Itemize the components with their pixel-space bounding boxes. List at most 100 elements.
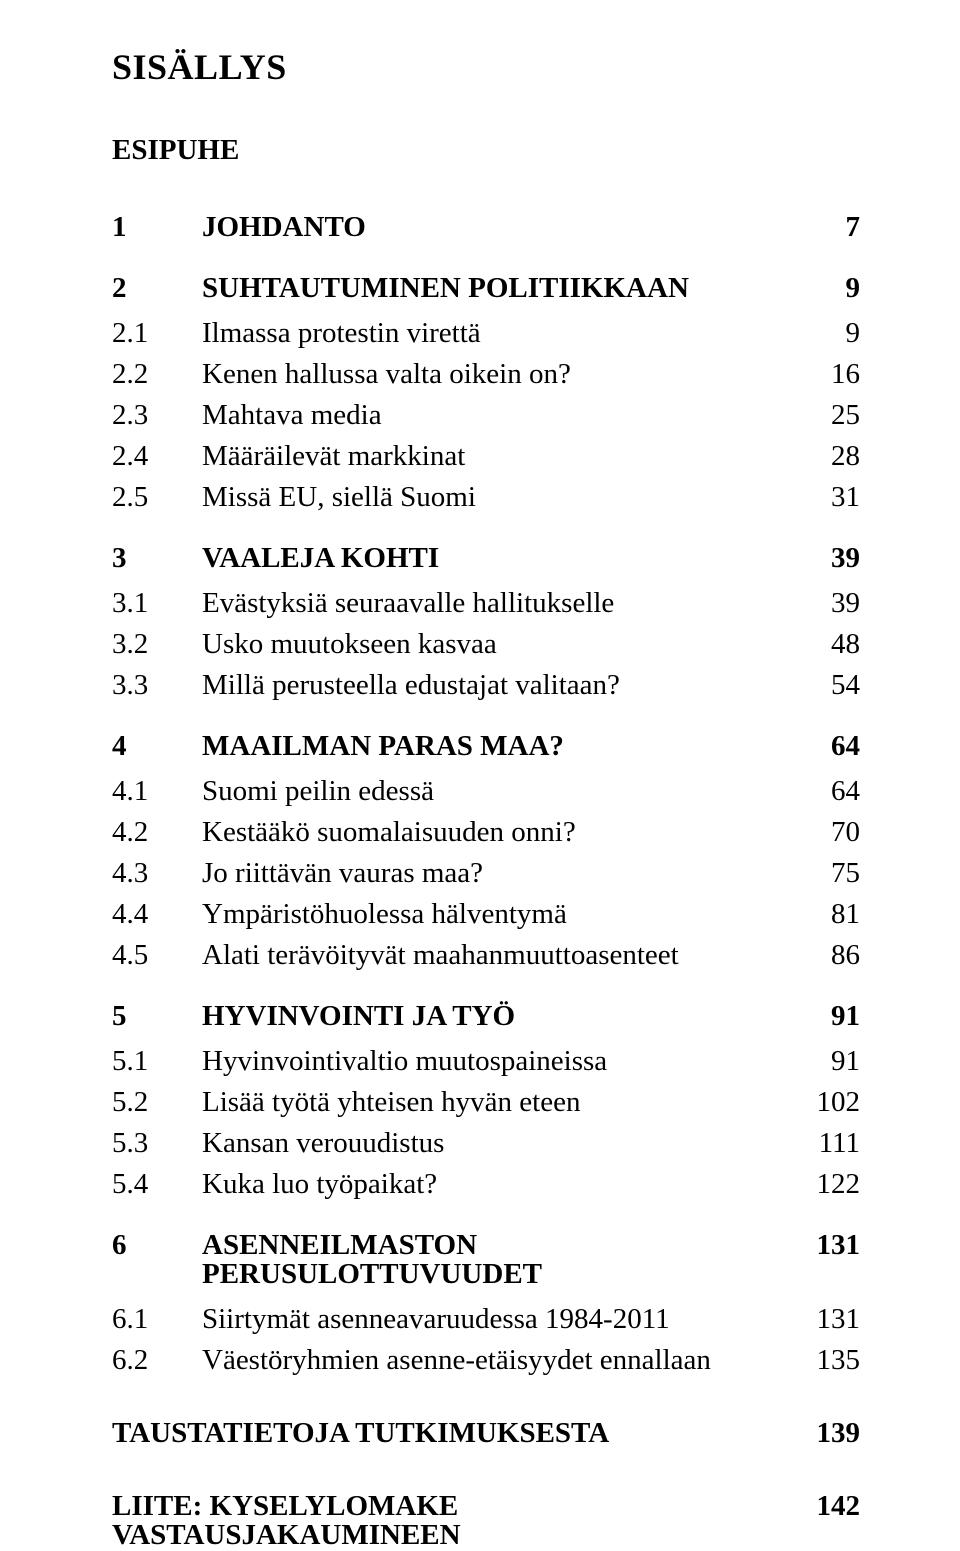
toc-entry-number: 5.1 bbox=[112, 1047, 202, 1076]
toc-entry-page: 39 bbox=[790, 544, 860, 573]
toc-entry-number: 4.5 bbox=[112, 941, 202, 970]
toc-entry-number: 2.2 bbox=[112, 360, 202, 389]
toc-entry-label: Mahtava media bbox=[202, 401, 790, 430]
toc-sub-row: 2.1Ilmassa protestin virettä9 bbox=[112, 319, 860, 348]
toc-entry-page: 102 bbox=[790, 1088, 860, 1117]
preface-heading: ESIPUHE bbox=[112, 134, 860, 167]
toc-chapter-row: 2SUHTAUTUMINEN POLITIIKKAAN9 bbox=[112, 274, 860, 303]
toc-entry-label: Suomi peilin edessä bbox=[202, 777, 790, 806]
toc-entry-label: Siirtymät asenneavaruudessa 1984-2011 bbox=[202, 1305, 790, 1334]
toc-sub-row: 3.2Usko muutokseen kasvaa48 bbox=[112, 630, 860, 659]
toc-entry-number: 3.3 bbox=[112, 671, 202, 700]
toc-sub-row: 4.2Kestääkö suomalaisuuden onni?70 bbox=[112, 818, 860, 847]
toc-entry-number: 2.1 bbox=[112, 319, 202, 348]
toc-sub-row: 5.3Kansan verouudistus111 bbox=[112, 1129, 860, 1158]
toc-entry-page: 25 bbox=[790, 401, 860, 430]
toc-entry-number: 4.3 bbox=[112, 859, 202, 888]
toc-entry-page: 70 bbox=[790, 818, 860, 847]
toc-chapter-row: 5HYVINVOINTI JA TYÖ91 bbox=[112, 1002, 860, 1031]
toc-entry-number: 4.1 bbox=[112, 777, 202, 806]
toc-entry-label: Kuka luo työpaikat? bbox=[202, 1170, 790, 1199]
toc-entry-number: 5.2 bbox=[112, 1088, 202, 1117]
toc-entry-label: Kestääkö suomalaisuuden onni? bbox=[202, 818, 790, 847]
toc-entry-label: SUHTAUTUMINEN POLITIIKKAAN bbox=[202, 274, 790, 303]
toc-sub-row: 3.3Millä perusteella edustajat valitaan?… bbox=[112, 671, 860, 700]
toc-entry-label: Millä perusteella edustajat valitaan? bbox=[202, 671, 790, 700]
toc-entry-page: 111 bbox=[790, 1129, 860, 1158]
toc-entry-page: 28 bbox=[790, 442, 860, 471]
toc-entry-number: 6.1 bbox=[112, 1305, 202, 1334]
toc-entry-label: Ympäristöhuolessa hälventymä bbox=[202, 900, 790, 929]
toc-entry-number: 4.2 bbox=[112, 818, 202, 847]
toc-entry-label: VAALEJA KOHTI bbox=[202, 544, 790, 573]
toc-chapter-row: 4MAAILMAN PARAS MAA?64 bbox=[112, 732, 860, 761]
toc-sub-row: 4.4Ympäristöhuolessa hälventymä81 bbox=[112, 900, 860, 929]
toc-entry-page: 131 bbox=[790, 1305, 860, 1334]
toc-entry-label: Väestöryhmien asenne-etäisyydet ennallaa… bbox=[202, 1346, 790, 1375]
toc-entry-number: 2.5 bbox=[112, 483, 202, 512]
toc-sub-row: 4.3Jo riittävän vauras maa?75 bbox=[112, 859, 860, 888]
toc-chapter-row: 6ASENNEILMASTON PERUSULOTTUVUUDET131 bbox=[112, 1231, 860, 1289]
toc-entry-page: 139 bbox=[790, 1419, 860, 1448]
table-of-contents: 1JOHDANTO72SUHTAUTUMINEN POLITIIKKAAN92.… bbox=[112, 213, 860, 1375]
toc-entry-label: JOHDANTO bbox=[202, 213, 790, 242]
toc-sub-row: 5.4Kuka luo työpaikat?122 bbox=[112, 1170, 860, 1199]
toc-entry-number: 3 bbox=[112, 544, 202, 573]
toc-sub-row: 5.1Hyvinvointivaltio muutospaineissa91 bbox=[112, 1047, 860, 1076]
toc-entry-number: 6.2 bbox=[112, 1346, 202, 1375]
toc-entry-number: 3.1 bbox=[112, 589, 202, 618]
toc-entry-label: Kansan verouudistus bbox=[202, 1129, 790, 1158]
toc-entry-number: 5.3 bbox=[112, 1129, 202, 1158]
toc-entry-number: 6 bbox=[112, 1231, 202, 1260]
toc-entry-page: 75 bbox=[790, 859, 860, 888]
toc-entry-number: 3.2 bbox=[112, 630, 202, 659]
toc-entry-number: 2.4 bbox=[112, 442, 202, 471]
toc-entry-number: 4 bbox=[112, 732, 202, 761]
toc-sub-row: 4.5Alati terävöityvät maahanmuuttoasente… bbox=[112, 941, 860, 970]
toc-sub-row: 6.2Väestöryhmien asenne-etäisyydet ennal… bbox=[112, 1346, 860, 1375]
toc-entry-page: 135 bbox=[790, 1346, 860, 1375]
toc-entry-page: 7 bbox=[790, 213, 860, 242]
toc-entry-label: Ilmassa protestin virettä bbox=[202, 319, 790, 348]
toc-backmatter-row: LIITE: KYSELYLOMAKE VASTAUSJAKAUMINEEN14… bbox=[112, 1492, 860, 1550]
toc-entry-page: 122 bbox=[790, 1170, 860, 1199]
toc-sub-row: 3.1Evästyksiä seuraavalle hallitukselle3… bbox=[112, 589, 860, 618]
toc-chapter-row: 1JOHDANTO7 bbox=[112, 213, 860, 242]
toc-backmatter: TAUSTATIETOJA TUTKIMUKSESTA139 LIITE: KYS… bbox=[112, 1419, 860, 1550]
toc-entry-label: Alati terävöityvät maahanmuuttoasenteet bbox=[202, 941, 790, 970]
toc-sub-row: 2.3Mahtava media25 bbox=[112, 401, 860, 430]
page-title: SISÄLLYS bbox=[112, 46, 860, 88]
toc-entry-number: 2 bbox=[112, 274, 202, 303]
toc-chapter-row: 3VAALEJA KOHTI39 bbox=[112, 544, 860, 573]
toc-entry-page: 64 bbox=[790, 732, 860, 761]
toc-entry-page: 48 bbox=[790, 630, 860, 659]
toc-entry-page: 9 bbox=[790, 274, 860, 303]
toc-entry-number: 5.4 bbox=[112, 1170, 202, 1199]
toc-entry-page: 81 bbox=[790, 900, 860, 929]
toc-entry-label: ASENNEILMASTON PERUSULOTTUVUUDET bbox=[202, 1231, 790, 1289]
toc-entry-page: 64 bbox=[790, 777, 860, 806]
toc-entry-page: 131 bbox=[790, 1231, 860, 1260]
toc-entry-label: Jo riittävän vauras maa? bbox=[202, 859, 790, 888]
toc-entry-number: 1 bbox=[112, 213, 202, 242]
toc-sub-row: 6.1Siirtymät asenneavaruudessa 1984-2011… bbox=[112, 1305, 860, 1334]
toc-entry-page: 142 bbox=[790, 1492, 860, 1521]
toc-sub-row: 4.1Suomi peilin edessä64 bbox=[112, 777, 860, 806]
toc-entry-page: 9 bbox=[790, 319, 860, 348]
toc-entry-label: Hyvinvointivaltio muutospaineissa bbox=[202, 1047, 790, 1076]
toc-entry-label: Määräilevät markkinat bbox=[202, 442, 790, 471]
toc-sub-row: 2.2Kenen hallussa valta oikein on?16 bbox=[112, 360, 860, 389]
toc-entry-label: Missä EU, siellä Suomi bbox=[202, 483, 790, 512]
toc-sub-row: 2.4Määräilevät markkinat28 bbox=[112, 442, 860, 471]
toc-entry-page: 16 bbox=[790, 360, 860, 389]
toc-entry-number: 2.3 bbox=[112, 401, 202, 430]
toc-entry-label: MAAILMAN PARAS MAA? bbox=[202, 732, 790, 761]
toc-entry-page: 31 bbox=[790, 483, 860, 512]
toc-sub-row: 2.5Missä EU, siellä Suomi31 bbox=[112, 483, 860, 512]
toc-entry-number: 4.4 bbox=[112, 900, 202, 929]
toc-backmatter-row: TAUSTATIETOJA TUTKIMUKSESTA139 bbox=[112, 1419, 860, 1448]
toc-entry-label: Lisää työtä yhteisen hyvän eteen bbox=[202, 1088, 790, 1117]
toc-entry-page: 86 bbox=[790, 941, 860, 970]
toc-entry-label: HYVINVOINTI JA TYÖ bbox=[202, 1002, 790, 1031]
toc-entry-label: LIITE: KYSELYLOMAKE VASTAUSJAKAUMINEEN bbox=[112, 1492, 790, 1550]
